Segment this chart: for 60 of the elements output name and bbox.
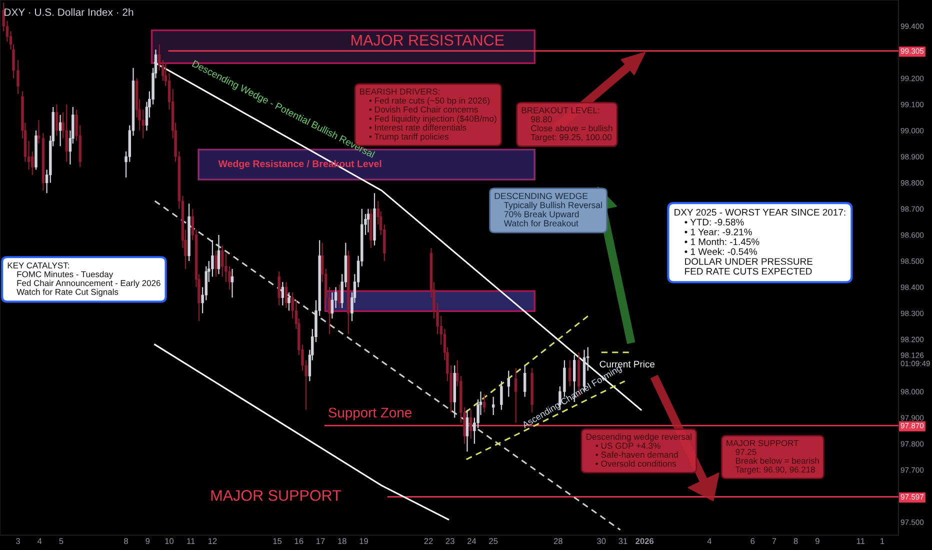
x-tick-label: 8: [124, 538, 128, 544]
annotation: BEARISH DRIVERS: • Fed rate cuts (~50 bp in 2026) • Dovish Fed Chair concerns • Fed liquidity injection ($40B/mo) • Interest rate differentials • Trump tariff policies: [360, 88, 496, 142]
candlestick: [284, 281, 288, 309]
candlestick: [278, 270, 280, 306]
x-tick-label: 5: [59, 538, 64, 544]
candlestick: [37, 120, 40, 144]
candlestick: [366, 208, 370, 233]
x-tick-label: 4: [37, 538, 42, 544]
x-tick-label: 4: [707, 538, 712, 544]
x-tick-label: 10: [165, 538, 174, 544]
x-tick-label: 3: [16, 538, 20, 544]
x-tick-label: 31: [618, 538, 628, 544]
candlestick: [338, 284, 341, 309]
x-tick-label: 30: [597, 538, 606, 544]
x-tick-label: 12: [208, 538, 217, 544]
x-tick-label: 18: [338, 538, 346, 544]
x-tick-label: 6: [750, 538, 755, 544]
x-tick-label: 17: [316, 538, 325, 544]
x-tick-label: 11: [856, 538, 865, 544]
x-tick-label: 9: [146, 538, 150, 544]
x-tick-label: 8: [794, 538, 798, 544]
candlestick: [514, 368, 518, 424]
x-tick-label: 24: [468, 538, 476, 544]
x-tick-label: 7: [772, 538, 776, 544]
annotation: KEY CATALYST: FOMC Minutes - Tuesday Fed Chair Announcement - Early 2026 Watch for Rate Cut Signals: [8, 262, 160, 297]
x-tick-label: 15: [273, 538, 282, 544]
x-tick-label: 2026: [636, 538, 654, 544]
x-tick-label: 9: [816, 538, 820, 544]
x-tick-label: 25: [489, 538, 498, 544]
candlestick: [214, 250, 218, 278]
candlestick: [523, 364, 526, 398]
candlestick: [230, 268, 234, 298]
annotation: DESCENDING WEDGE Typically Bullish Reversal 70% Break Upward Watch for Breakout: [494, 192, 602, 226]
annotation: BREAKOUT LEVEL: 98.80 Close above = bullish Target: 99.25, 100.00: [522, 107, 612, 142]
annotation: Current Price: [600, 360, 655, 368]
candlestick: [55, 104, 58, 136]
candlestick: [482, 394, 486, 414]
candlestick: [281, 281, 284, 306]
candlestick: [217, 234, 220, 275]
candlestick: [469, 409, 472, 440]
candlestick: [288, 292, 290, 312]
x-tick-label: 16: [294, 538, 304, 544]
candlestick: [492, 396, 495, 416]
x-tick-label: 28: [554, 538, 562, 544]
candlestick: [466, 409, 469, 452]
annotation: Descending wedge reversal • US GDP +4.3% • Safe-haven demand • Oversold conditions: [586, 433, 692, 467]
candlestick: [500, 380, 503, 410]
x-tick-label: 1: [880, 538, 884, 544]
annotation: MAJOR SUPPORT 97.25 Break below = bearish Target: 96.90, 96.218: [726, 440, 819, 474]
candlestick: [65, 104, 68, 162]
x-tick-label: 23: [446, 538, 454, 544]
candlestick: [507, 370, 510, 398]
candlestick: [58, 114, 62, 147]
band-label: MAJOR RESISTANCE: [352, 34, 504, 46]
ref-line-label: MAJOR SUPPORT: [211, 490, 342, 501]
x-tick-label: 22: [424, 538, 433, 544]
x-tick-label: 19: [360, 538, 368, 544]
ref-line-label: Support Zone: [328, 408, 412, 420]
annotation: DXY 2025 - WORST YEAR SINCE 2017: • YTD: -9.58% • 1 Year: -9.21% • 1 Month: -1.45% • 1 Week: -0.54% DOLLAR UNDER PRESSURE FED RATE CUTS EXPECTED: [674, 208, 846, 275]
x-tick-label: 11: [187, 538, 195, 544]
